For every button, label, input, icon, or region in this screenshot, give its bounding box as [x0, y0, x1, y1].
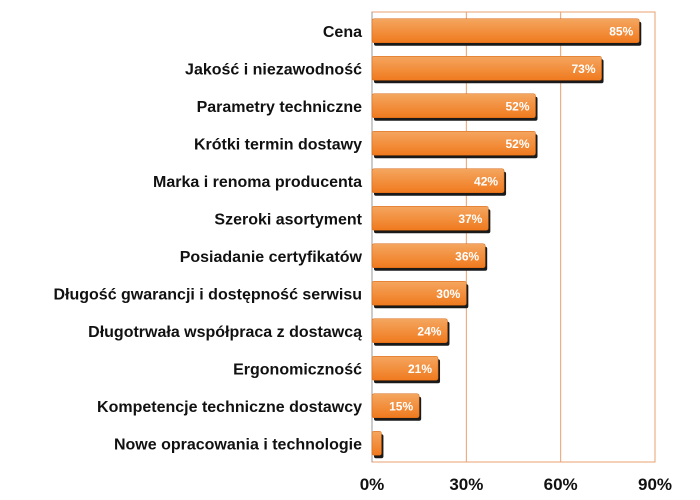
- bar: [371, 393, 420, 418]
- category-label: Ergonomiczność: [233, 361, 362, 378]
- data-label: 37%: [458, 212, 482, 226]
- category-label: Szeroki asortyment: [214, 211, 362, 228]
- x-axis-ticks: 0% 30% 60% 90%: [360, 475, 672, 494]
- bar: [371, 56, 602, 81]
- x-tick-label: 90%: [638, 475, 672, 494]
- data-label: 30%: [436, 287, 460, 301]
- category-label: Długotrwała współpraca z dostawcą: [88, 324, 362, 341]
- bar: [371, 131, 536, 156]
- bar: [371, 431, 382, 456]
- category-label: Nowe opracowania i technologie: [114, 436, 362, 453]
- data-label: 52%: [505, 137, 529, 151]
- bar: [371, 168, 505, 193]
- data-label: 21%: [408, 362, 432, 376]
- x-tick-label: 30%: [449, 475, 483, 494]
- data-label: 73%: [572, 62, 596, 76]
- category-label: Marka i renoma producenta: [153, 174, 362, 191]
- data-label: 52%: [505, 99, 529, 113]
- bar: [371, 243, 486, 268]
- bar: [371, 281, 467, 306]
- data-label: 42%: [474, 174, 498, 188]
- data-label: 24%: [417, 324, 441, 338]
- bar: [371, 93, 536, 118]
- x-tick-label: 0%: [360, 475, 385, 494]
- bars-layer: 85% 73% 52% 52% 42% 37% 36% 30% 24% 21% 15%: [371, 18, 642, 459]
- bar: [371, 206, 489, 231]
- grid-layer: [371, 11, 656, 463]
- bar: [371, 18, 640, 43]
- category-label: Krótki termin dostawy: [194, 136, 362, 153]
- data-label: 85%: [609, 24, 633, 38]
- category-labels: Cena Jakość i niezawodność Parametry techn…: [53, 24, 362, 454]
- bar: [371, 356, 439, 381]
- category-label: Posiadanie certyfikatów: [180, 249, 363, 266]
- category-label: Parametry techniczne: [197, 99, 363, 116]
- category-label: Kompetencje techniczne dostawcy: [97, 399, 362, 416]
- x-tick-label: 60%: [544, 475, 578, 494]
- category-label: Długość gwarancji i dostępność serwisu: [53, 286, 362, 303]
- category-label: Cena: [323, 24, 362, 41]
- bar: [371, 318, 448, 343]
- category-label: Jakość i niezawodność: [185, 61, 362, 78]
- data-label: 15%: [389, 399, 413, 413]
- data-label: 36%: [455, 249, 479, 263]
